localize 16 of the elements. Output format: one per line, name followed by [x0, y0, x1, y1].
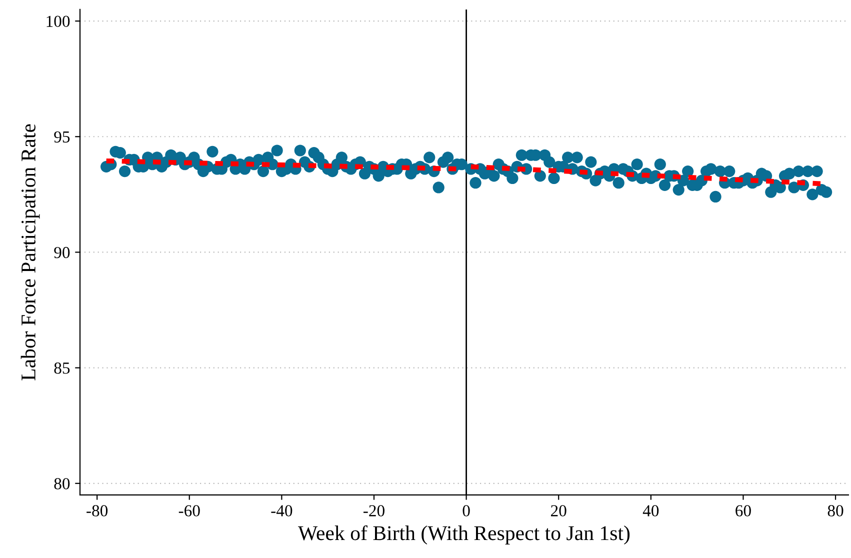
y-tick-label: 80: [54, 478, 70, 490]
y-tick-label: 100: [46, 16, 70, 27]
x-axis-title: Week of Birth (With Respect to Jan 1st): [298, 525, 630, 544]
x-tick-label: -40: [271, 505, 292, 516]
y-tick-label: 90: [54, 246, 70, 258]
x-tick-label: 80: [828, 505, 844, 516]
x-tick-label: 0: [462, 505, 470, 516]
x-tick-label: -60: [178, 505, 200, 516]
y-axis-title: Labor Force Participation Rate: [20, 124, 40, 380]
x-tick-label: 40: [642, 505, 659, 516]
y-tick-label: 85: [54, 362, 70, 374]
x-tick-label: -20: [364, 505, 384, 516]
x-tick-label: -80: [86, 505, 108, 516]
x-tick-label: 60: [736, 505, 751, 516]
x-tick-label: 20: [551, 505, 566, 516]
y-tick-label: 95: [54, 131, 70, 143]
